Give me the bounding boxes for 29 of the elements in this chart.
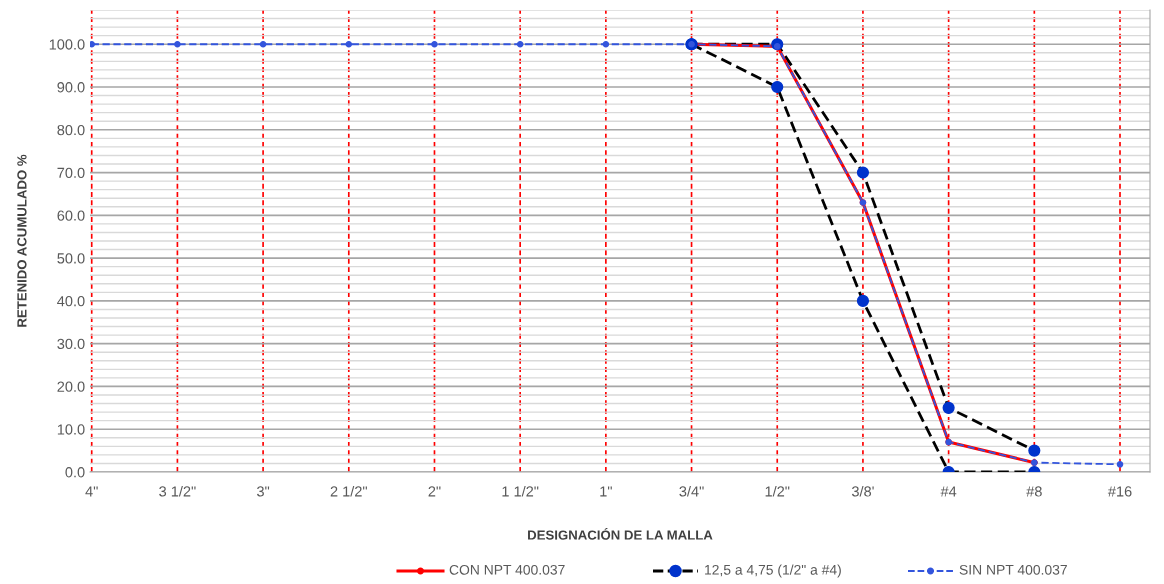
x-tick-label: 3": [257, 486, 270, 497]
x-tick-label: 1 1/2": [502, 485, 539, 497]
x-tick-label: 3 1/2": [159, 485, 196, 497]
x-tick-label: #16: [1107, 486, 1132, 497]
y-tick-label: 90.0: [57, 82, 85, 93]
x-tick-label: #4: [940, 486, 957, 497]
y-tick-label: 20.0: [57, 381, 85, 392]
x-tick-label: 2 1/2": [330, 485, 367, 497]
y-tick-label: 70.0: [57, 167, 85, 178]
y-tick-label: 30.0: [57, 338, 85, 350]
x-axis-title: DESIGNACIÓN DE LA MALLA: [528, 527, 713, 540]
legend-label: CON NPT 400.037: [449, 564, 565, 575]
y-tick-label: 50.0: [57, 253, 85, 264]
x-tick-label: 2": [428, 486, 441, 497]
x-tick-label: 1": [600, 486, 612, 497]
y-tick-label: 0.0: [65, 467, 85, 478]
x-tick-label: 4": [85, 486, 98, 497]
legend-label: SIN NPT 400.037: [959, 564, 1067, 575]
y-tick-label: 80.0: [57, 124, 85, 136]
x-tick-label: 3/4": [679, 485, 704, 497]
y-tick-label: 100.0: [49, 39, 85, 50]
y-tick-label: 10.0: [57, 424, 85, 435]
x-tick-label: 3/8': [851, 485, 874, 497]
x-tick-label: #8: [1026, 486, 1042, 497]
y-tick-label: 60.0: [57, 210, 85, 221]
x-tick-label: 1/2": [765, 485, 790, 497]
legend-label: 12,5 a 4,75 (1/2" a #4): [705, 564, 841, 578]
y-axis-title: RETENIDO ACUMULADO %: [17, 154, 27, 327]
y-tick-label: 40.0: [57, 295, 85, 307]
